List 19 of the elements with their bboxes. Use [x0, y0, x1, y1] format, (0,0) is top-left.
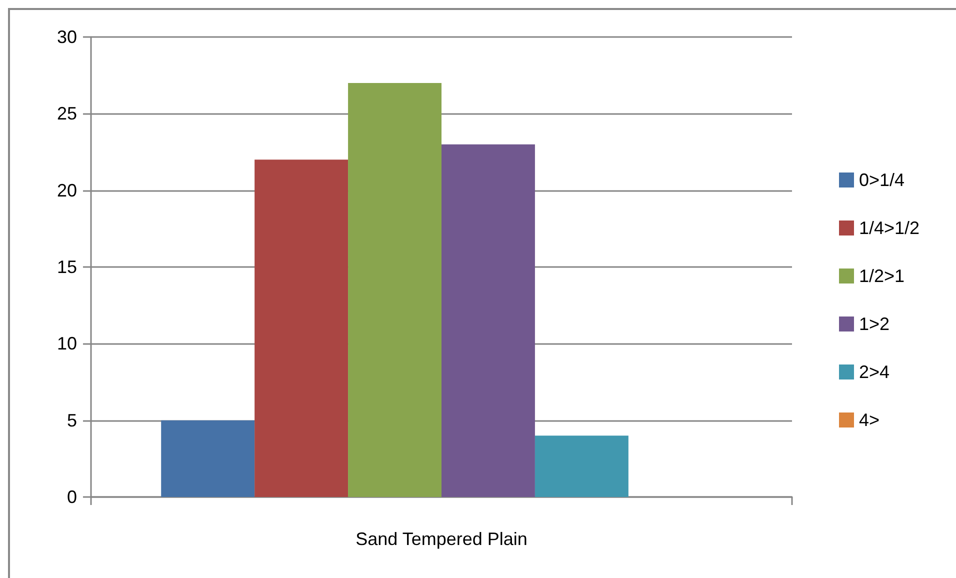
y-tick-label: 30	[56, 27, 77, 47]
bar	[254, 160, 348, 497]
y-tick-label: 25	[56, 104, 77, 124]
y-tick-label: 0	[66, 487, 77, 507]
legend-label: 1/4>1/2	[859, 218, 920, 238]
y-tick-label: 10	[56, 334, 77, 354]
bar	[161, 420, 255, 497]
legend-label: 4>	[859, 410, 880, 430]
legend-label: 1/2>1	[859, 266, 905, 286]
bar	[348, 83, 442, 497]
y-tick-label: 20	[56, 180, 77, 200]
y-tick-label: 15	[56, 257, 77, 277]
legend-label: 2>4	[859, 362, 890, 382]
bar	[442, 144, 535, 497]
legend-label: 0>1/4	[859, 170, 905, 190]
x-tick-label: Sand Tempered Plain	[356, 529, 528, 549]
bar	[534, 436, 628, 497]
legend-label: 1>2	[859, 314, 890, 334]
y-tick-label: 5	[66, 410, 77, 430]
